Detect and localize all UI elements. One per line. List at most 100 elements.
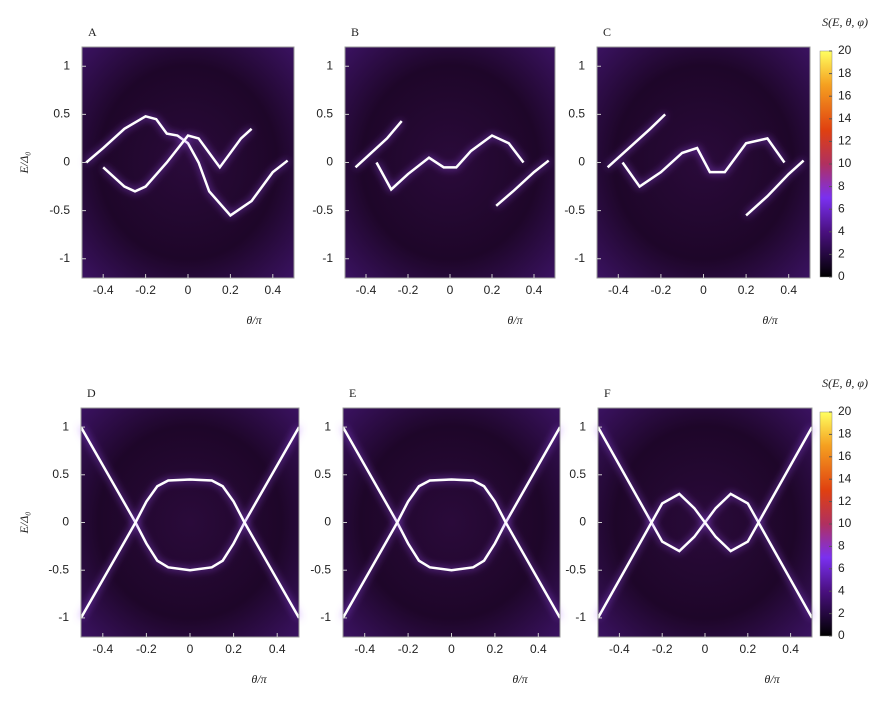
- x-tick-label: -0.4: [608, 283, 629, 297]
- colorbar-tick-label: 18: [838, 427, 852, 441]
- y-tick-label: -0.5: [565, 562, 586, 576]
- x-tick-label: -0.2: [135, 283, 156, 297]
- y-tick-label: 0: [62, 515, 69, 529]
- x-axis-label: θ/π: [512, 672, 528, 686]
- panel-label: A: [88, 25, 97, 39]
- colorbar-tick-label: 8: [838, 539, 845, 553]
- ridge: [495, 159, 550, 207]
- colorbar-label: S(E, θ, φ): [822, 376, 868, 390]
- colorbar-tick-label: 16: [838, 88, 852, 102]
- x-tick-label: 0: [700, 283, 707, 297]
- ridge: [621, 137, 786, 189]
- x-tick-label: 0: [187, 642, 194, 656]
- y-tick-label: -0.5: [312, 203, 333, 217]
- y-tick-label: 0.5: [53, 107, 70, 121]
- x-tick-label: 0.4: [782, 642, 799, 656]
- y-tick-label: 0.5: [316, 107, 333, 121]
- ridge: [341, 426, 562, 572]
- ridge: [375, 134, 525, 192]
- y-tick-label: 0.5: [568, 107, 585, 121]
- colorbar-tick-label: 20: [838, 43, 852, 57]
- x-tick-label: -0.4: [92, 642, 113, 656]
- y-tick-label: 0.5: [314, 467, 331, 481]
- heatmap: [343, 408, 560, 637]
- y-tick-label: 1: [63, 58, 70, 72]
- ridge: [102, 127, 253, 193]
- y-tick-label: -1: [58, 610, 69, 624]
- colorbar-tick-label: 2: [838, 247, 845, 261]
- ridge: [85, 114, 289, 218]
- x-tick-label: 0.2: [484, 283, 501, 297]
- y-tick-label: 0: [326, 155, 333, 169]
- y-tick-label: 0: [324, 515, 331, 529]
- x-tick-label: -0.4: [609, 642, 630, 656]
- ridge: [79, 426, 301, 572]
- y-tick-label: -1: [574, 251, 585, 265]
- x-axis-label: θ/π: [251, 672, 267, 686]
- x-tick-label: 0.4: [264, 283, 281, 297]
- x-axis-label: θ/π: [507, 313, 523, 327]
- y-tick-label: 0: [578, 155, 585, 169]
- x-tick-label: 0.4: [780, 283, 797, 297]
- x-tick-label: 0.2: [738, 283, 755, 297]
- y-tick-label: 1: [578, 58, 585, 72]
- panel-label: C: [603, 25, 611, 39]
- y-tick-label: -1: [320, 610, 331, 624]
- colorbar-tick-label: 6: [838, 201, 845, 215]
- y-tick-label: 1: [326, 58, 333, 72]
- y-axis-label: E/Δ₀: [17, 152, 31, 175]
- x-axis-label: θ/π: [762, 313, 778, 327]
- x-tick-label: -0.2: [652, 642, 673, 656]
- y-tick-label: 0.5: [569, 467, 586, 481]
- panel-label: D: [87, 386, 96, 400]
- y-axis-label: E/Δ₀: [17, 512, 31, 535]
- ridge: [79, 478, 301, 619]
- colorbar-tick-label: 6: [838, 561, 845, 575]
- x-tick-label: -0.4: [93, 283, 114, 297]
- x-tick-label: 0.4: [269, 642, 286, 656]
- colorbar-tick-label: 4: [838, 224, 845, 238]
- x-tick-label: 0.2: [487, 642, 504, 656]
- panel-label: F: [604, 386, 611, 400]
- ridge: [596, 492, 814, 619]
- heatmap: [345, 47, 555, 278]
- ridge: [606, 113, 667, 169]
- y-tick-label: 0: [579, 515, 586, 529]
- x-tick-label: 0.4: [526, 283, 543, 297]
- colorbar-tick-label: 12: [838, 134, 852, 148]
- colorbar-tick-label: 14: [838, 111, 852, 125]
- x-tick-label: 0.2: [222, 283, 239, 297]
- heatmap: [82, 47, 294, 278]
- colorbar-tick-label: 14: [838, 471, 852, 485]
- y-tick-label: -0.5: [564, 203, 585, 217]
- y-tick-label: -0.5: [48, 562, 69, 576]
- colorbar-tick-label: 20: [838, 404, 852, 418]
- x-tick-label: 0.2: [225, 642, 242, 656]
- y-tick-label: 0.5: [52, 467, 69, 481]
- y-tick-label: 1: [324, 419, 331, 433]
- y-tick-label: -0.5: [310, 562, 331, 576]
- panel-label: B: [351, 25, 359, 39]
- x-tick-label: -0.2: [136, 642, 157, 656]
- heatmap: [81, 408, 299, 637]
- x-tick-label: -0.2: [651, 283, 672, 297]
- x-tick-label: 0.2: [739, 642, 756, 656]
- colorbar-tick-label: 0: [838, 628, 845, 642]
- colorbar-tick-label: 4: [838, 583, 845, 597]
- x-axis-label: θ/π: [246, 313, 262, 327]
- colorbar-tick-label: 10: [838, 156, 852, 170]
- colorbar-tick-label: 18: [838, 66, 852, 80]
- colorbar-tick-label: 16: [838, 449, 852, 463]
- colorbar-tick-label: 12: [838, 494, 852, 508]
- y-tick-label: -1: [322, 251, 333, 265]
- panel-label: E: [349, 386, 356, 400]
- x-tick-label: -0.4: [356, 283, 377, 297]
- colorbar-tick-label: 10: [838, 516, 852, 530]
- colorbar-label: S(E, θ, φ): [822, 15, 868, 29]
- colorbar-tick-label: 0: [838, 269, 845, 283]
- colorbar-tick-label: 2: [838, 606, 845, 620]
- x-tick-label: 0: [185, 283, 192, 297]
- x-axis-label: θ/π: [764, 672, 780, 686]
